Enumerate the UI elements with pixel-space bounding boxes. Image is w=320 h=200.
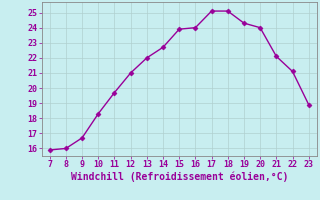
X-axis label: Windchill (Refroidissement éolien,°C): Windchill (Refroidissement éolien,°C)	[70, 172, 288, 182]
